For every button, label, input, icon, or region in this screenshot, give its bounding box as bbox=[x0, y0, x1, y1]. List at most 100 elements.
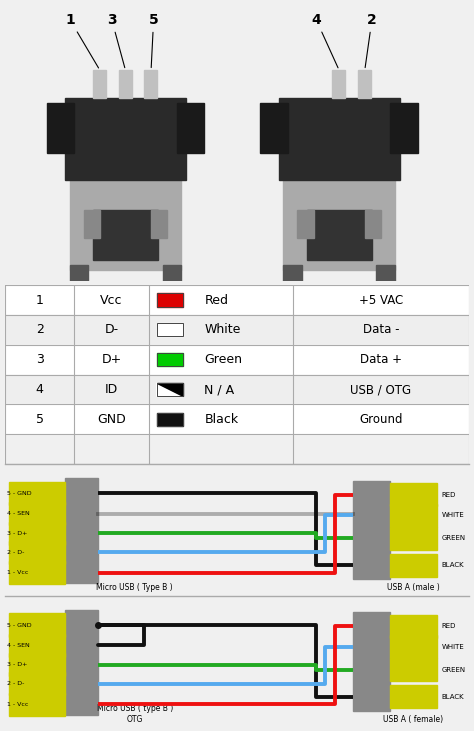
Text: ID: ID bbox=[105, 383, 118, 396]
Bar bbox=[390, 658, 437, 681]
Bar bbox=[390, 483, 437, 507]
Bar bbox=[46, 103, 74, 153]
Bar bbox=[283, 265, 302, 298]
Bar bbox=[9, 634, 65, 657]
Polygon shape bbox=[156, 383, 182, 396]
Bar bbox=[353, 481, 390, 579]
Text: USB A ( female): USB A ( female) bbox=[383, 714, 444, 724]
Bar bbox=[9, 522, 65, 545]
Bar bbox=[163, 265, 181, 298]
Text: BLACK: BLACK bbox=[441, 562, 464, 568]
Bar bbox=[9, 654, 65, 676]
Bar bbox=[283, 175, 395, 270]
Text: 1 - Vcc: 1 - Vcc bbox=[7, 570, 28, 575]
Bar bbox=[390, 635, 437, 658]
Bar bbox=[9, 693, 65, 716]
Bar bbox=[70, 265, 88, 298]
Text: 5: 5 bbox=[36, 413, 44, 426]
Bar bbox=[390, 526, 437, 550]
Bar bbox=[144, 70, 157, 98]
Text: 2 - D-: 2 - D- bbox=[7, 550, 25, 555]
Bar bbox=[5, 404, 469, 434]
Bar bbox=[5, 375, 469, 404]
Text: RED: RED bbox=[441, 624, 456, 629]
Bar bbox=[390, 103, 418, 153]
Bar bbox=[390, 615, 437, 637]
Text: 1: 1 bbox=[65, 12, 99, 68]
Bar bbox=[358, 70, 371, 98]
Bar bbox=[118, 70, 132, 98]
Bar bbox=[156, 293, 182, 306]
Text: Green: Green bbox=[204, 353, 243, 366]
Text: 2 - D-: 2 - D- bbox=[7, 681, 25, 686]
Bar bbox=[70, 175, 181, 270]
Bar bbox=[5, 285, 469, 315]
Bar bbox=[156, 353, 182, 366]
Text: 2: 2 bbox=[365, 12, 377, 67]
Bar bbox=[279, 98, 400, 180]
Bar bbox=[156, 323, 182, 336]
Text: 5 - GND: 5 - GND bbox=[7, 623, 32, 627]
Bar bbox=[390, 685, 437, 708]
Text: Data -: Data - bbox=[363, 323, 399, 336]
Text: 4 - SEN: 4 - SEN bbox=[7, 512, 30, 516]
Bar bbox=[65, 610, 98, 715]
Text: 4: 4 bbox=[311, 12, 338, 68]
Bar bbox=[9, 541, 65, 564]
Text: 3 - D+: 3 - D+ bbox=[7, 531, 27, 536]
Bar bbox=[177, 103, 204, 153]
Bar bbox=[365, 211, 381, 238]
Bar bbox=[9, 673, 65, 695]
Text: +5 VAC: +5 VAC bbox=[359, 294, 403, 306]
Text: 3: 3 bbox=[36, 353, 44, 366]
Text: Pin: Pin bbox=[30, 295, 49, 305]
Text: Black: Black bbox=[204, 413, 238, 426]
Text: Micro USB ( type B )
OTG: Micro USB ( type B ) OTG bbox=[97, 704, 173, 724]
Text: D-: D- bbox=[105, 323, 118, 336]
Text: 1: 1 bbox=[36, 294, 44, 306]
Bar bbox=[9, 482, 65, 505]
Bar bbox=[332, 70, 345, 98]
Text: GREEN: GREEN bbox=[441, 535, 465, 541]
Bar bbox=[156, 413, 182, 426]
Text: White: White bbox=[204, 323, 241, 336]
Text: WHITE: WHITE bbox=[441, 644, 464, 650]
Text: Ground: Ground bbox=[359, 413, 403, 426]
Bar bbox=[65, 478, 98, 583]
Bar bbox=[5, 315, 469, 345]
Bar bbox=[390, 553, 437, 577]
Text: 1 - Vcc: 1 - Vcc bbox=[7, 702, 28, 707]
Polygon shape bbox=[156, 383, 182, 396]
Bar bbox=[376, 265, 395, 298]
Bar bbox=[353, 613, 390, 711]
Text: 3: 3 bbox=[107, 12, 125, 68]
Bar bbox=[151, 211, 167, 238]
Text: RED: RED bbox=[441, 492, 456, 498]
Text: Name: Name bbox=[94, 295, 129, 305]
Bar bbox=[307, 211, 372, 260]
Bar bbox=[9, 613, 65, 637]
Text: D+: D+ bbox=[101, 353, 122, 366]
Bar bbox=[156, 293, 182, 306]
Bar bbox=[65, 98, 186, 180]
Bar bbox=[93, 70, 106, 98]
Text: 4 - SEN: 4 - SEN bbox=[7, 643, 30, 648]
Text: 5 - GND: 5 - GND bbox=[7, 491, 32, 496]
Text: WHITE: WHITE bbox=[441, 512, 464, 518]
Bar bbox=[84, 211, 100, 238]
Text: USB / OTG: USB / OTG bbox=[350, 383, 411, 396]
Bar bbox=[9, 561, 65, 584]
Text: N / A: N / A bbox=[204, 383, 235, 396]
Text: USB A (male ): USB A (male ) bbox=[387, 583, 440, 592]
Bar bbox=[93, 211, 158, 260]
Text: 2: 2 bbox=[36, 323, 44, 336]
Text: 5: 5 bbox=[149, 12, 158, 67]
Bar bbox=[156, 413, 182, 426]
Text: Description: Description bbox=[345, 295, 417, 305]
Bar bbox=[260, 103, 288, 153]
Bar bbox=[390, 504, 437, 526]
Text: 3 - D+: 3 - D+ bbox=[7, 662, 27, 667]
Text: GND: GND bbox=[97, 413, 126, 426]
Text: Cable Color: Cable Color bbox=[185, 295, 256, 305]
Text: BLACK: BLACK bbox=[441, 694, 464, 700]
